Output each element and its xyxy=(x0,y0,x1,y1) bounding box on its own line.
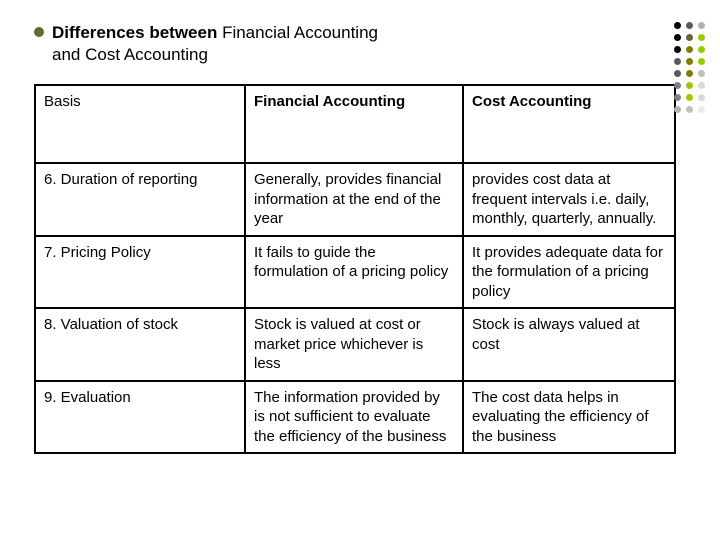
title-bold-part: Differences between xyxy=(52,23,217,42)
col-header-basis: Basis xyxy=(35,85,245,163)
dot-icon xyxy=(698,70,705,77)
cell-financial: The information provided by is not suffi… xyxy=(245,381,463,453)
cell-cost: It provides adequate data for the formul… xyxy=(463,236,675,309)
cell-cost: The cost data helps in evaluating the ef… xyxy=(463,381,675,453)
dot-icon xyxy=(698,46,705,53)
slide: Differences between Financial Accounting… xyxy=(0,0,720,540)
dot-icon xyxy=(698,82,705,89)
dot-icon xyxy=(674,58,681,65)
cell-financial-text: The information provided by is not suffi… xyxy=(254,388,454,446)
cell-financial: Stock is valued at cost or market price … xyxy=(245,308,463,381)
title-plain-2: and Cost Accounting xyxy=(52,45,208,64)
cell-cost: Stock is always valued at cost xyxy=(463,308,675,381)
dot-icon xyxy=(686,82,693,89)
table-header-row: Basis Financial Accounting Cost Accounti… xyxy=(35,85,675,163)
dot-icon xyxy=(674,46,681,53)
cell-basis: 9. Evaluation xyxy=(35,381,245,453)
dot-icon xyxy=(674,82,681,89)
dot-icon xyxy=(698,106,705,113)
cell-basis: 6. Duration of reporting xyxy=(35,163,245,236)
dot-icon xyxy=(674,22,681,29)
cell-financial: Generally, provides financial informatio… xyxy=(245,163,463,236)
dot-icon xyxy=(686,58,693,65)
decorative-dot-grid xyxy=(674,22,706,114)
dot-icon xyxy=(686,22,693,29)
cell-basis: 7. Pricing Policy xyxy=(35,236,245,309)
table-row: 8. Valuation of stock Stock is valued at… xyxy=(35,308,675,381)
col-header-financial: Financial Accounting xyxy=(245,85,463,163)
table-row: 9. Evaluation The information provided b… xyxy=(35,381,675,453)
dot-icon xyxy=(686,106,693,113)
dot-icon xyxy=(686,70,693,77)
comparison-table: Basis Financial Accounting Cost Accounti… xyxy=(34,84,676,454)
col-header-cost: Cost Accounting xyxy=(463,85,675,163)
title-bullet-icon xyxy=(34,27,44,37)
cell-basis: 8. Valuation of stock xyxy=(35,308,245,381)
cell-cost: provides cost data at frequent intervals… xyxy=(463,163,675,236)
dot-icon xyxy=(674,94,681,101)
title-plain-1: Financial Accounting xyxy=(217,23,378,42)
slide-title: Differences between Financial Accounting… xyxy=(52,22,378,66)
table-row: 6. Duration of reporting Generally, prov… xyxy=(35,163,675,236)
dot-icon xyxy=(698,34,705,41)
dot-icon xyxy=(686,34,693,41)
table-row: 7. Pricing Policy It fails to guide the … xyxy=(35,236,675,309)
dot-icon xyxy=(686,46,693,53)
dot-icon xyxy=(698,22,705,29)
dot-icon xyxy=(674,70,681,77)
dot-icon xyxy=(674,34,681,41)
dot-icon xyxy=(674,106,681,113)
dot-icon xyxy=(698,58,705,65)
dot-icon xyxy=(686,94,693,101)
title-block: Differences between Financial Accounting… xyxy=(34,22,686,66)
cell-financial: It fails to guide the formulation of a p… xyxy=(245,236,463,309)
dot-icon xyxy=(698,94,705,101)
cell-cost-text: The cost data helps in evaluating the ef… xyxy=(472,388,666,446)
